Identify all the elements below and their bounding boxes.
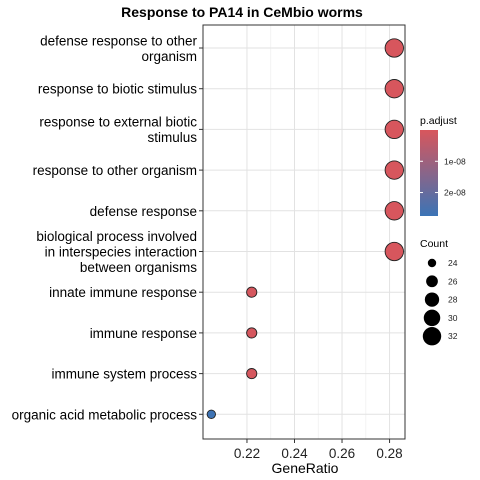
- data-point: [384, 38, 404, 58]
- category-label: organic acid metabolic process: [12, 407, 198, 422]
- data-point: [246, 368, 258, 380]
- category-label: defense response to other organism: [40, 33, 197, 64]
- color-legend-bar: [420, 130, 438, 216]
- size-legend-label: 32: [448, 331, 458, 341]
- size-legend-label: 26: [448, 276, 458, 286]
- category-label-line: stimulus: [147, 130, 197, 145]
- chart-title: Response to PA14 in CeMbio worms: [121, 4, 363, 20]
- category-label: immune system process: [51, 367, 197, 382]
- size-legend-label: 24: [448, 258, 458, 268]
- category-label: response to other organism: [33, 163, 197, 178]
- category-label: immune response: [90, 326, 197, 341]
- category-label-line: innate immune response: [49, 285, 197, 300]
- data-point: [384, 241, 404, 262]
- data-point: [384, 201, 404, 221]
- size-legend-key: [422, 327, 442, 346]
- category-label-line: between organisms: [80, 260, 197, 275]
- x-tick-label: 0.22: [234, 446, 260, 461]
- size-legend-label: 30: [448, 313, 458, 323]
- category-label: response to biotic stimulus: [38, 82, 197, 97]
- data-point: [384, 119, 404, 140]
- size-legend-key: [423, 309, 441, 327]
- category-label: biological process involved in interspeci…: [36, 229, 197, 275]
- category-label-line: defense response to other: [40, 33, 197, 48]
- x-tick-label: 0.24: [281, 446, 308, 461]
- x-axis-title: GeneRatio: [272, 460, 339, 476]
- size-legend-title: Count: [420, 238, 448, 250]
- category-label-line: immune response: [90, 326, 197, 341]
- size-legend-key: [427, 258, 437, 268]
- category-label-line: immune system process: [51, 367, 197, 382]
- category-label-line: response to other organism: [33, 163, 197, 178]
- category-label-line: biological process involved: [36, 229, 197, 244]
- data-point: [206, 409, 216, 419]
- category-label-line: response to biotic stimulus: [38, 82, 197, 97]
- category-label: response to external biotic stimulus: [39, 115, 197, 145]
- data-point: [384, 79, 404, 99]
- color-legend-title: p.adjust: [420, 115, 457, 127]
- panel-border: [202, 24, 406, 440]
- category-label-line: response to external biotic: [39, 115, 197, 130]
- color-legend-label: 1e-08: [444, 156, 466, 166]
- size-legend-key: [424, 292, 440, 307]
- data-point: [246, 327, 258, 339]
- x-tick-label: 0.26: [329, 446, 355, 461]
- category-label: innate immune response: [49, 285, 197, 300]
- size-legend-key: [426, 275, 438, 288]
- category-label-line: organism: [141, 49, 197, 64]
- x-tick-label: 0.28: [376, 446, 402, 461]
- color-legend-label: 2e-08: [444, 188, 466, 198]
- category-label-line: defense response: [90, 204, 197, 219]
- category-label-line: in interspecies interaction: [45, 245, 197, 260]
- data-point: [246, 286, 258, 298]
- size-legend-label: 28: [448, 295, 458, 305]
- category-label: defense response: [90, 204, 197, 219]
- data-point: [384, 160, 404, 180]
- category-label-line: organic acid metabolic process: [12, 407, 198, 422]
